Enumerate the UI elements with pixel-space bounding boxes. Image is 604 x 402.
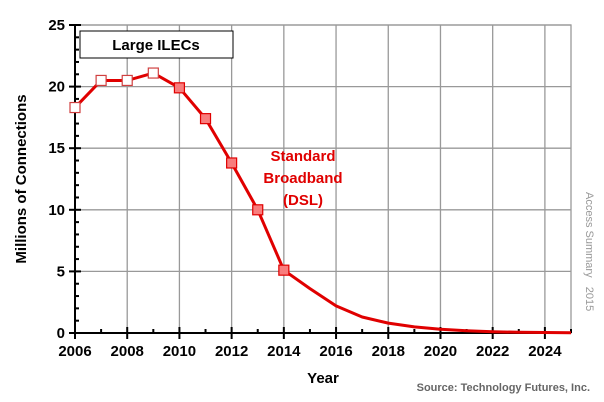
- x-tick-label: 2016: [319, 343, 352, 360]
- y-axis-label: Millions of Connections: [13, 94, 30, 263]
- x-tick-label: 2012: [215, 343, 248, 360]
- data-point-marker: [121, 74, 133, 87]
- y-tick-label: 0: [57, 325, 65, 342]
- legend-box: [79, 30, 234, 59]
- annotation-line-2: Broadband: [263, 170, 342, 187]
- series-line: [69, 67, 572, 335]
- annotation-line-3: (DSL): [283, 192, 323, 209]
- x-tick-label: 2008: [111, 343, 144, 360]
- x-tick-label: 2020: [424, 343, 457, 360]
- data-point-marker: [199, 113, 212, 125]
- x-tick-label: 2006: [58, 343, 91, 360]
- axes: 2006 2008 2010 2012 2014 2016 2018 2020 2022 2024…: [48, 17, 572, 360]
- data-point-marker: [278, 264, 290, 276]
- x-tick-label: 2018: [372, 343, 405, 360]
- y-tick-label: 15: [48, 140, 65, 157]
- x-tick-label: 2024: [528, 343, 562, 360]
- y-tick-label: 25: [48, 17, 65, 34]
- y-tick-label: 10: [48, 202, 65, 219]
- y-tick-label: 20: [48, 79, 65, 96]
- data-point-marker: [173, 82, 186, 94]
- source-note: Source: Technology Futures, Inc.: [417, 382, 590, 394]
- x-tick-label: 2014: [267, 343, 301, 360]
- series-path: [73, 71, 572, 335]
- data-point-marker: [147, 67, 159, 79]
- x-tick-label: 2022: [476, 343, 509, 360]
- data-point-marker: [69, 101, 81, 114]
- data-point-marker: [95, 74, 107, 87]
- side-note: Access Summary 2015: [583, 192, 595, 311]
- x-tick-label: 2010: [163, 343, 196, 360]
- legend-label: Large ILECs: [112, 37, 200, 54]
- x-axis-label: Year: [307, 370, 339, 387]
- annotation-line-1: Standard: [270, 148, 335, 165]
- data-point-marker: [252, 204, 264, 216]
- data-point-marker: [226, 157, 238, 169]
- y-tick-label: 5: [57, 263, 65, 280]
